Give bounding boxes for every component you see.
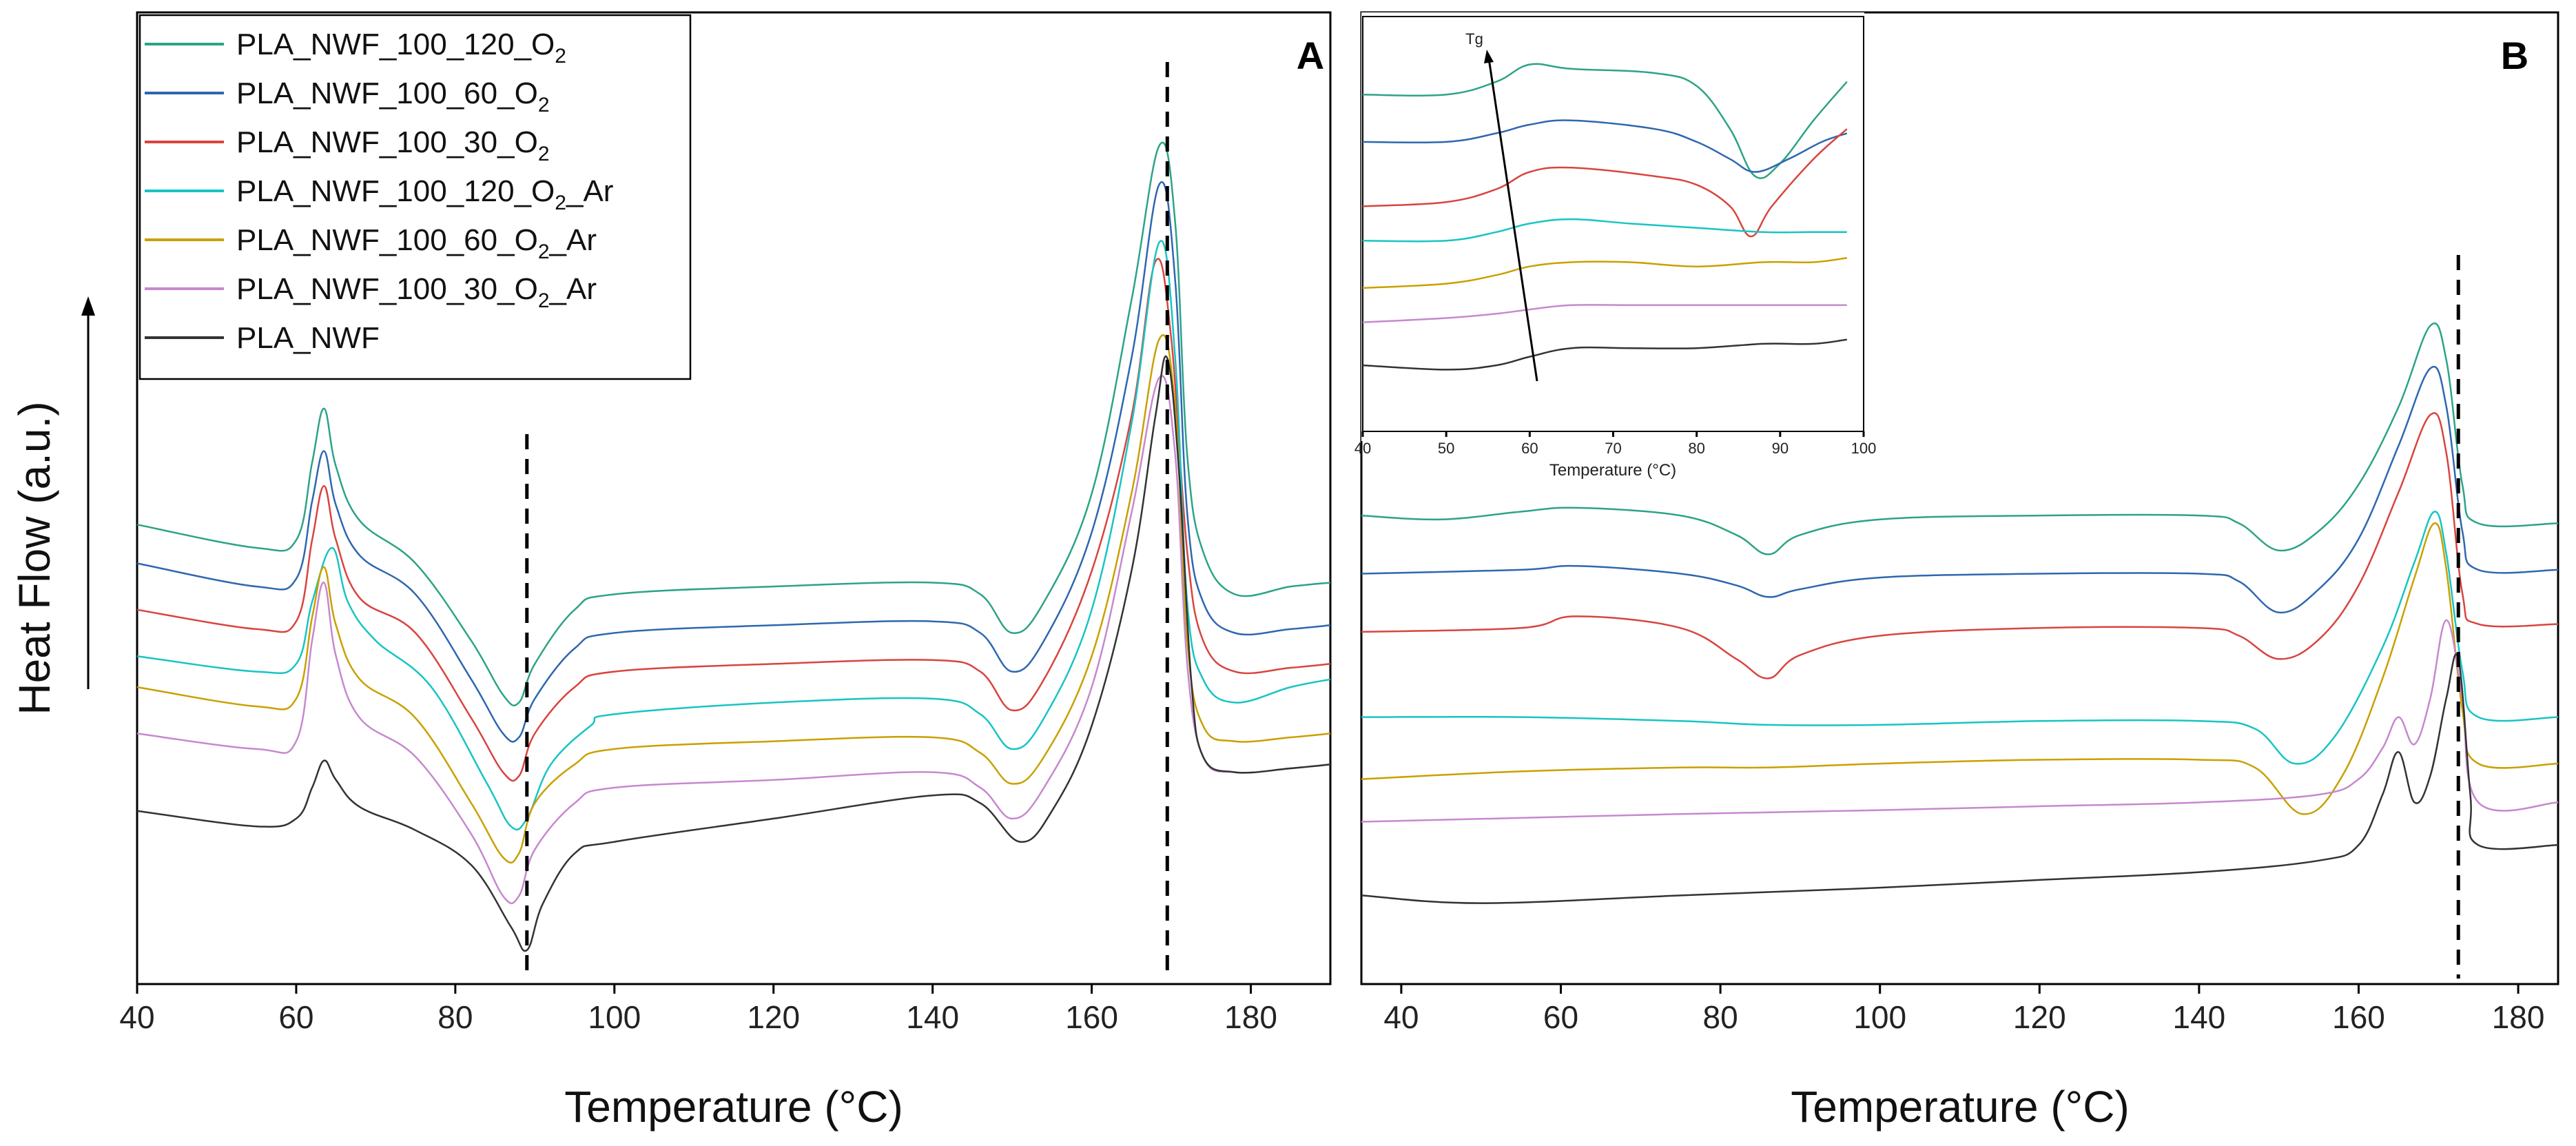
- panel-a-series-4-line: [136, 240, 1331, 831]
- inset-x-tick-label: 90: [1772, 440, 1789, 457]
- legend-label-3: PLA_NWF_100_30_O2: [236, 125, 550, 165]
- panel-a-series-5-line: [136, 334, 1331, 864]
- legend-entries: PLA_NWF_100_120_O2 PLA_NWF_100_60_O2 PLA_N…: [145, 28, 613, 355]
- panel-b-series-1-line: [1361, 322, 2559, 555]
- inset-x-tick-label: 70: [1605, 440, 1621, 457]
- inset-series-3-line: [1362, 128, 1848, 238]
- legend-label-7: PLA_NWF: [236, 321, 380, 355]
- panel-a-x-tick-label: 40: [119, 999, 154, 1035]
- panel-a-x-tick-label: 60: [278, 999, 313, 1035]
- panel-b-series-6-line: [1361, 619, 2559, 823]
- panel-b-series-7-line: [1361, 653, 2559, 904]
- panel-a-curves: [136, 141, 1331, 952]
- y-axis-arrow: [81, 296, 95, 689]
- inset: 40 50 60 70 80 90 100 Temperature (°C) Tg: [1354, 12, 1877, 480]
- inset-x-tick-label: 50: [1438, 440, 1454, 457]
- legend: PLA_NWF_100_120_O2 PLA_NWF_100_60_O2 PLA_N…: [138, 14, 692, 380]
- legend-label-6: PLA_NWF_100_30_O2_Ar: [236, 272, 597, 312]
- tg-arrow: [1484, 50, 1538, 382]
- panel-a-reference-lines: [525, 62, 1169, 980]
- inset-x-tick-label: 60: [1521, 440, 1538, 457]
- panel-a-x-tick-label: 140: [906, 999, 959, 1035]
- legend-box: [138, 14, 692, 380]
- panel-a-series-1-line: [136, 141, 1331, 707]
- panel-b-series-4-line: [1361, 511, 2559, 765]
- panel-a-frame: [136, 11, 1332, 985]
- panel-b-x-tick-label: 180: [2492, 999, 2545, 1035]
- panel-b-series-5-line: [1361, 522, 2559, 815]
- legend-label-5: PLA_NWF_100_60_O2_Ar: [236, 223, 597, 263]
- panel-a-series-2-line: [136, 181, 1331, 743]
- panel-a-x-ticks: 40 60 80 100 120 140 160 180: [119, 984, 1277, 1035]
- panel-b-x-ticks: 40 60 80 100 120 140 160 180: [1383, 984, 2544, 1035]
- panel-a-x-tick-label: 160: [1065, 999, 1118, 1035]
- panel-a-x-tick-label: 120: [747, 999, 800, 1035]
- panel-b-x-tick-label: 60: [1543, 999, 1578, 1035]
- panel-b-curves: [1361, 322, 2559, 904]
- inset-background: [1361, 12, 1864, 441]
- panel-a-x-tick-label: 100: [588, 999, 641, 1035]
- inset-curves: [1362, 63, 1848, 371]
- panel-b-series-3-line: [1361, 412, 2559, 679]
- panel-b-x-tick-label: 120: [2013, 999, 2066, 1035]
- panel-b-x-axis-label: Temperature (°C): [1791, 1082, 2130, 1132]
- panel-a-series-3-line: [136, 258, 1331, 782]
- panel-b: 40 60 80 100 120 140 160 180 Temperature (°C) B…: [1354, 11, 2559, 1132]
- panel-a-x-tick-label: 180: [1224, 999, 1277, 1035]
- inset-series-5-line: [1362, 256, 1847, 289]
- inset-series-6-line: [1362, 304, 1847, 324]
- panel-b-x-tick-label: 40: [1383, 999, 1419, 1035]
- panel-b-x-tick-label: 140: [2173, 999, 2226, 1035]
- panel-b-frame: [1360, 11, 2559, 985]
- y-axis-label: Heat Flow (a.u.): [10, 401, 59, 715]
- panel-b-x-tick-label: 160: [2332, 999, 2385, 1035]
- panel-b-x-tick-label: 100: [1853, 999, 1906, 1035]
- panel-a: 40 60 80 100 120 140 160 180 Temperature (°C) A…: [119, 11, 1332, 1132]
- legend-label-2: PLA_NWF_100_60_O2: [236, 76, 550, 116]
- inset-x-tick-label: 100: [1851, 440, 1877, 457]
- legend-label-4: PLA_NWF_100_120_O2_Ar: [236, 174, 613, 214]
- tg-annotation: Tg: [1465, 30, 1483, 48]
- inset-series-7-line: [1362, 338, 1847, 371]
- panel-a-x-axis-label: Temperature (°C): [564, 1082, 903, 1132]
- panel-a-series-7-line: [136, 356, 1331, 952]
- inset-x-axis-label: Temperature (°C): [1549, 461, 1676, 480]
- inset-x-tick-label: 40: [1354, 440, 1371, 457]
- panel-a-label: A: [1297, 34, 1324, 77]
- panel-a-x-tick-label: 80: [437, 999, 473, 1035]
- panel-a-series-6-line: [136, 375, 1331, 905]
- inset-x-ticks: 40 50 60 70 80 90 100: [1354, 431, 1877, 457]
- panel-b-series-2-line: [1361, 366, 2559, 614]
- panel-b-x-tick-label: 80: [1703, 999, 1738, 1035]
- inset-series-4-line: [1362, 218, 1847, 243]
- panel-b-label: B: [2501, 34, 2528, 77]
- inset-series-2-line: [1362, 119, 1848, 173]
- legend-label-1: PLA_NWF_100_120_O2: [236, 28, 566, 68]
- inset-x-tick-label: 80: [1688, 440, 1704, 457]
